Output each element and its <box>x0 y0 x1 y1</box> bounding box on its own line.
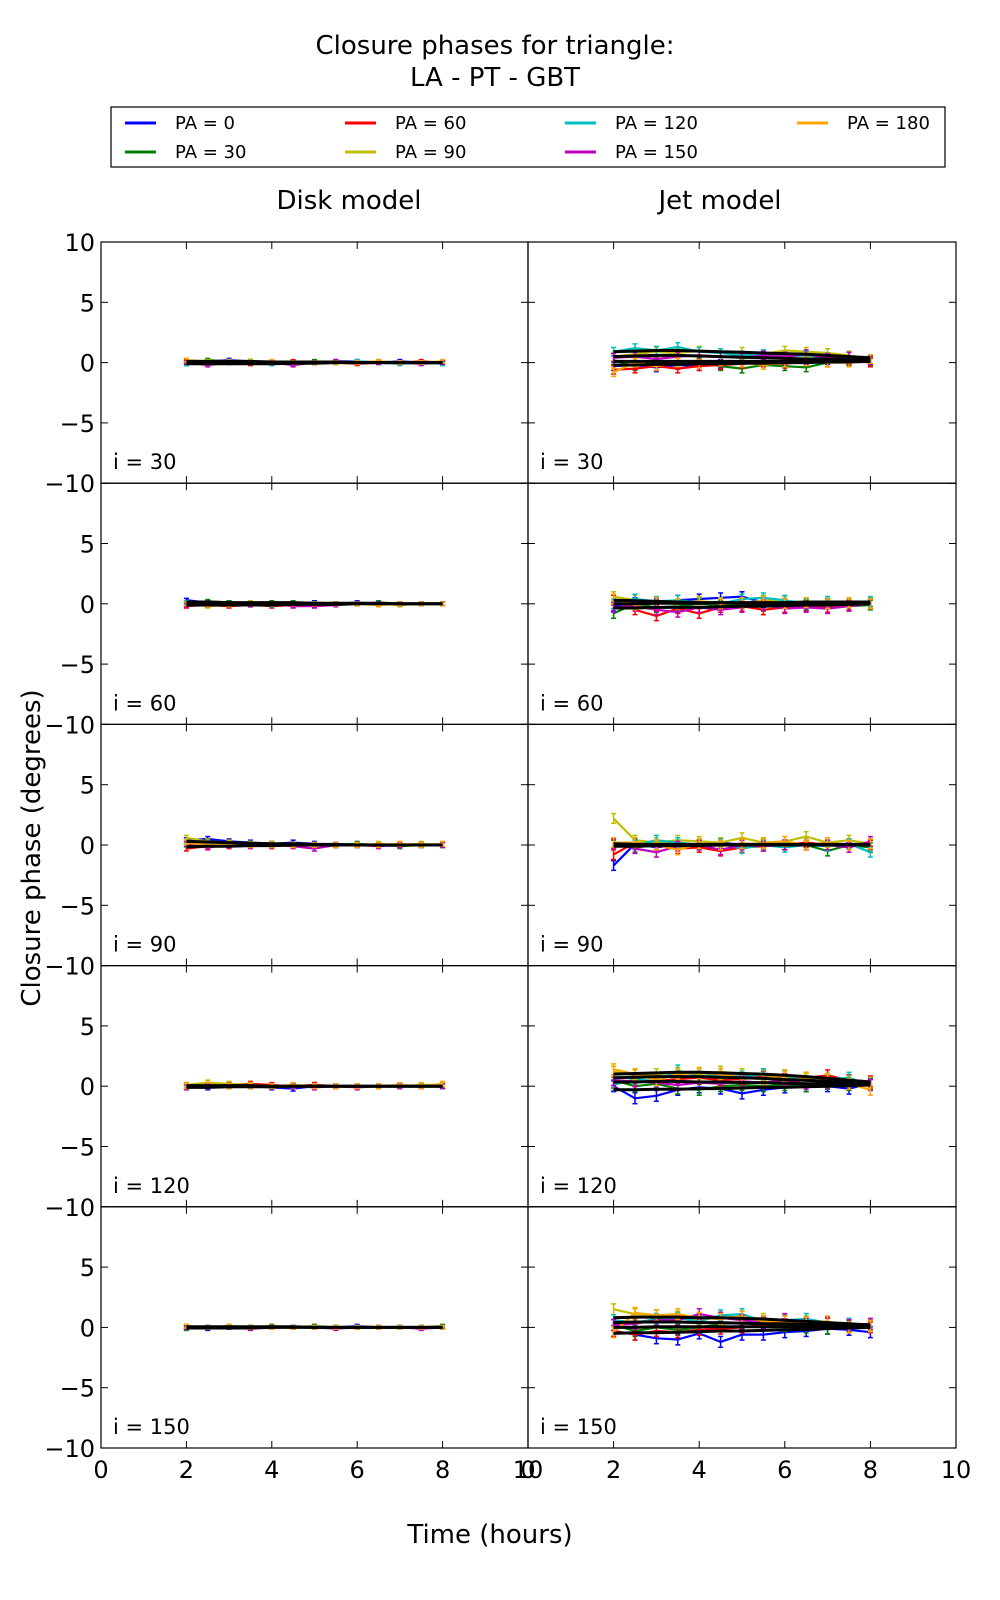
panel-jet-i150: i = 150 <box>527 1206 957 1449</box>
x-tick-label: 4 <box>692 1456 707 1484</box>
model-curve <box>186 359 443 365</box>
y-tick-label: 0 <box>80 832 95 860</box>
panel-grid: i = 30 i = 30 i = 60 i = 60 i = 90 i = 90 i = … <box>100 241 957 1449</box>
y-tick-label: −10 <box>44 470 95 498</box>
legend-label: PA = 120 <box>615 113 698 134</box>
x-tick-label: 2 <box>179 1456 194 1484</box>
y-tick-label: −10 <box>44 953 95 981</box>
legend: PA = 0 PA = 30 PA = 60 PA = 90 PA = 120 PA = … <box>110 106 946 168</box>
model-curve <box>186 843 443 849</box>
legend-label: PA = 60 <box>395 113 466 134</box>
y-tick-label: −10 <box>44 1435 95 1463</box>
model-curve <box>613 1315 871 1327</box>
x-tick-label: 8 <box>863 1456 878 1484</box>
panel-jet-i60: i = 60 <box>527 482 957 726</box>
y-tick-label: −5 <box>60 1134 95 1162</box>
y-tick-label: −5 <box>60 892 95 920</box>
y-tick-label: 10 <box>64 229 95 257</box>
model-curve <box>613 598 871 605</box>
y-tick-label: −5 <box>60 651 95 679</box>
y-tick-label: −10 <box>44 711 95 739</box>
legend-label: PA = 180 <box>847 113 930 134</box>
y-tick-label: 5 <box>80 531 95 559</box>
legend-label: PA = 150 <box>615 142 698 163</box>
x-tick-label: 4 <box>264 1456 279 1484</box>
model-curve <box>613 1075 871 1086</box>
x-tick-label: 0 <box>520 1456 535 1484</box>
panel-jet-i90: i = 90 <box>527 723 957 967</box>
y-tick-label: 5 <box>80 772 95 800</box>
y-tick-label: −5 <box>60 1375 95 1403</box>
panel-disk-i90: i = 90 <box>100 723 529 967</box>
panel-jet-i120: i = 120 <box>527 964 957 1208</box>
legend-label: PA = 30 <box>175 142 246 163</box>
panel-inclination-label: i = 150 <box>113 1415 190 1439</box>
model-curve <box>613 1325 871 1329</box>
model-curve <box>186 602 443 607</box>
y-tick-label: 5 <box>80 1013 95 1041</box>
panel-inclination-label: i = 120 <box>113 1174 190 1198</box>
panel-inclination-label: i = 30 <box>113 450 177 474</box>
y-tick-label: 0 <box>80 1073 95 1101</box>
model-curve <box>613 1079 871 1087</box>
model-curve <box>613 353 871 362</box>
x-tick-label: 10 <box>513 1456 544 1484</box>
column-title-jet: Jet model <box>656 186 781 216</box>
panel-inclination-label: i = 30 <box>540 450 604 474</box>
x-tick-label: 6 <box>777 1456 792 1484</box>
model-curve <box>613 349 871 360</box>
y-axis-label: Closure phase (degrees) <box>17 689 47 1006</box>
panel-disk-i60: i = 60 <box>100 482 529 726</box>
panel-disk-i150: i = 150 <box>100 1206 529 1449</box>
model-curve <box>613 602 871 610</box>
panel-inclination-label: i = 60 <box>540 691 604 715</box>
model-curve <box>613 1070 871 1084</box>
x-tick-label: 10 <box>941 1456 972 1484</box>
panel-jet-i30: i = 30 <box>527 241 957 484</box>
y-tick-label: 5 <box>80 1254 95 1282</box>
y-tick-label: 5 <box>80 289 95 317</box>
model-curve <box>613 1325 871 1335</box>
panel-inclination-label: i = 90 <box>540 933 604 957</box>
model-curve <box>613 1320 871 1328</box>
model-curve <box>186 1084 443 1089</box>
x-axis-label: Time (hours) <box>406 1520 572 1550</box>
panel-inclination-label: i = 60 <box>113 691 177 715</box>
x-tick-label: 8 <box>435 1456 450 1484</box>
column-title-disk: Disk model <box>276 186 421 216</box>
panel-inclination-label: i = 150 <box>540 1415 617 1439</box>
model-curve <box>613 1083 871 1092</box>
panel-inclination-label: i = 90 <box>113 933 177 957</box>
y-tick-label: 0 <box>80 350 95 378</box>
chart-title: Closure phases for triangle: <box>316 31 675 61</box>
panel-disk-i120: i = 120 <box>100 964 529 1208</box>
panel-inclination-label: i = 120 <box>540 1174 617 1198</box>
x-tick-label: 0 <box>93 1456 108 1484</box>
x-tick-label: 6 <box>350 1456 365 1484</box>
panel-disk-i30: i = 30 <box>100 241 529 484</box>
y-tick-label: −5 <box>60 410 95 438</box>
chart-subtitle: LA - PT - GBT <box>410 63 580 93</box>
y-tick-label: 0 <box>80 1314 95 1342</box>
legend-label: PA = 0 <box>175 113 235 134</box>
model-curve <box>186 1325 443 1330</box>
legend-frame <box>110 106 946 168</box>
model-curve <box>613 359 871 367</box>
legend-label: PA = 90 <box>395 142 466 163</box>
x-tick-label: 2 <box>606 1456 621 1484</box>
y-tick-label: −10 <box>44 1194 95 1222</box>
y-tick-label: 0 <box>80 591 95 619</box>
model-curve <box>613 843 871 848</box>
